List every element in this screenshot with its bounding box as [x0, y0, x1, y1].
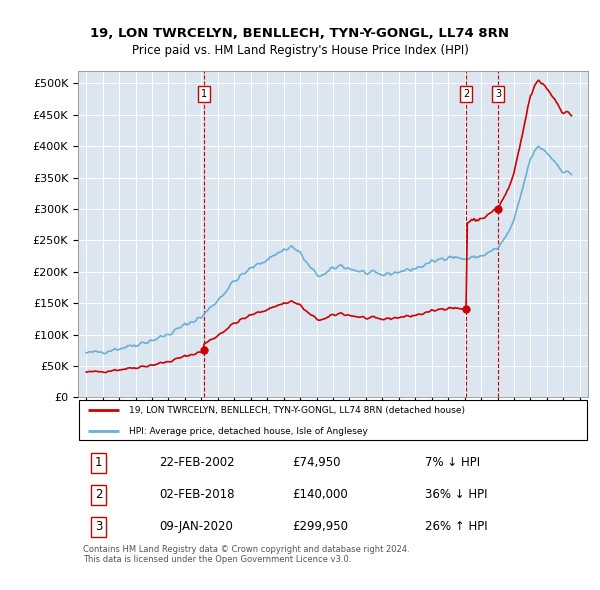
- Text: 19, LON TWRCELYN, BENLLECH, TYN-Y-GONGL, LL74 8RN: 19, LON TWRCELYN, BENLLECH, TYN-Y-GONGL,…: [91, 27, 509, 40]
- Text: 3: 3: [495, 88, 501, 99]
- Text: HPI: Average price, detached house, Isle of Anglesey: HPI: Average price, detached house, Isle…: [129, 427, 368, 436]
- Text: 09-JAN-2020: 09-JAN-2020: [160, 520, 233, 533]
- Text: 22-FEB-2002: 22-FEB-2002: [160, 456, 235, 469]
- Text: Price paid vs. HM Land Registry's House Price Index (HPI): Price paid vs. HM Land Registry's House …: [131, 44, 469, 57]
- Text: £299,950: £299,950: [292, 520, 348, 533]
- FancyBboxPatch shape: [79, 399, 587, 440]
- Text: 2: 2: [95, 489, 102, 502]
- Text: 26% ↑ HPI: 26% ↑ HPI: [425, 520, 487, 533]
- Text: 1: 1: [200, 88, 207, 99]
- Text: Contains HM Land Registry data © Crown copyright and database right 2024.
This d: Contains HM Land Registry data © Crown c…: [83, 545, 410, 564]
- Text: 1: 1: [95, 456, 102, 469]
- Text: 7% ↓ HPI: 7% ↓ HPI: [425, 456, 480, 469]
- Text: £140,000: £140,000: [292, 489, 348, 502]
- Text: 36% ↓ HPI: 36% ↓ HPI: [425, 489, 487, 502]
- Text: £74,950: £74,950: [292, 456, 341, 469]
- Text: 2: 2: [463, 88, 469, 99]
- Text: 3: 3: [95, 520, 102, 533]
- Text: 02-FEB-2018: 02-FEB-2018: [160, 489, 235, 502]
- Text: 19, LON TWRCELYN, BENLLECH, TYN-Y-GONGL, LL74 8RN (detached house): 19, LON TWRCELYN, BENLLECH, TYN-Y-GONGL,…: [129, 405, 465, 415]
